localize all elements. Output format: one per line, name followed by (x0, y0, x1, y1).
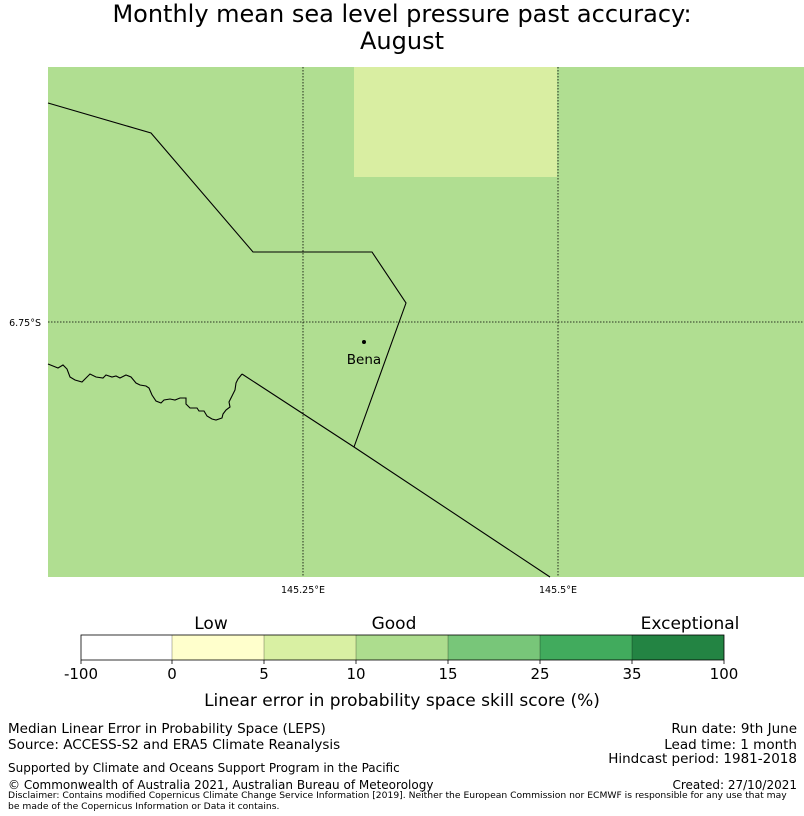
footer-disclaimer: Disclaimer: Contains modified Copernicus… (8, 790, 787, 812)
province-boundary (47, 102, 407, 448)
footer-hindcast: Hindcast period: 1981-2018 (608, 751, 797, 767)
footer-support: Supported by Climate and Oceans Support … (8, 761, 400, 775)
footer-lead-time: Lead time: 1 month (664, 737, 797, 753)
colorbar-swatch-7 (632, 635, 724, 660)
colorbar-swatch-3 (264, 635, 356, 660)
colorbar-tick: 25 (530, 665, 549, 683)
colorbar-tick: 15 (438, 665, 457, 683)
skill-cell-light (354, 67, 557, 177)
colorbar-tick: 100 (710, 665, 739, 683)
legend-category-low: Low (194, 614, 228, 634)
colorbar-tick: 35 (622, 665, 641, 683)
colorbar-tick: -100 (64, 665, 98, 683)
colorbar-swatch-4 (356, 635, 448, 660)
colorbar-swatch-1 (81, 635, 173, 660)
place-label: Bena (347, 352, 381, 368)
colorbar-swatch-5 (448, 635, 540, 660)
footer-method: Median Linear Error in Probability Space… (8, 721, 326, 737)
colorbar-tick: 10 (346, 665, 365, 683)
lon-label-1: 145.25°E (281, 585, 325, 596)
legend-category-good: Good (372, 614, 417, 634)
footer-copyright: © Commonwealth of Australia 2021, Austra… (8, 778, 434, 792)
footer-created: Created: 27/10/2021 (672, 778, 797, 792)
colorbar-outline (80, 634, 725, 661)
footer-run-date: Run date: 9th June (671, 721, 797, 737)
colorbar-swatch-6 (540, 635, 632, 660)
chart-title-line2: August (360, 27, 444, 55)
colorbar-label: Linear error in probability space skill … (204, 691, 600, 711)
province-boundary-south (241, 373, 551, 578)
colorbar-tick: 5 (259, 665, 269, 683)
colorbar-swatch-2 (172, 635, 264, 660)
place-marker (362, 340, 366, 344)
colorbar-tick: 0 (167, 665, 177, 683)
lat-label: 6.75°S (9, 318, 41, 329)
colorbar (80, 634, 725, 664)
legend-category-exceptional: Exceptional (641, 614, 740, 634)
chart-title-line1: Monthly mean sea level pressure past acc… (112, 0, 692, 28)
footer-source: Source: ACCESS-S2 and ERA5 Climate Reana… (8, 737, 341, 753)
river-border (47, 363, 243, 421)
lon-label-2: 145.5°E (539, 585, 577, 596)
